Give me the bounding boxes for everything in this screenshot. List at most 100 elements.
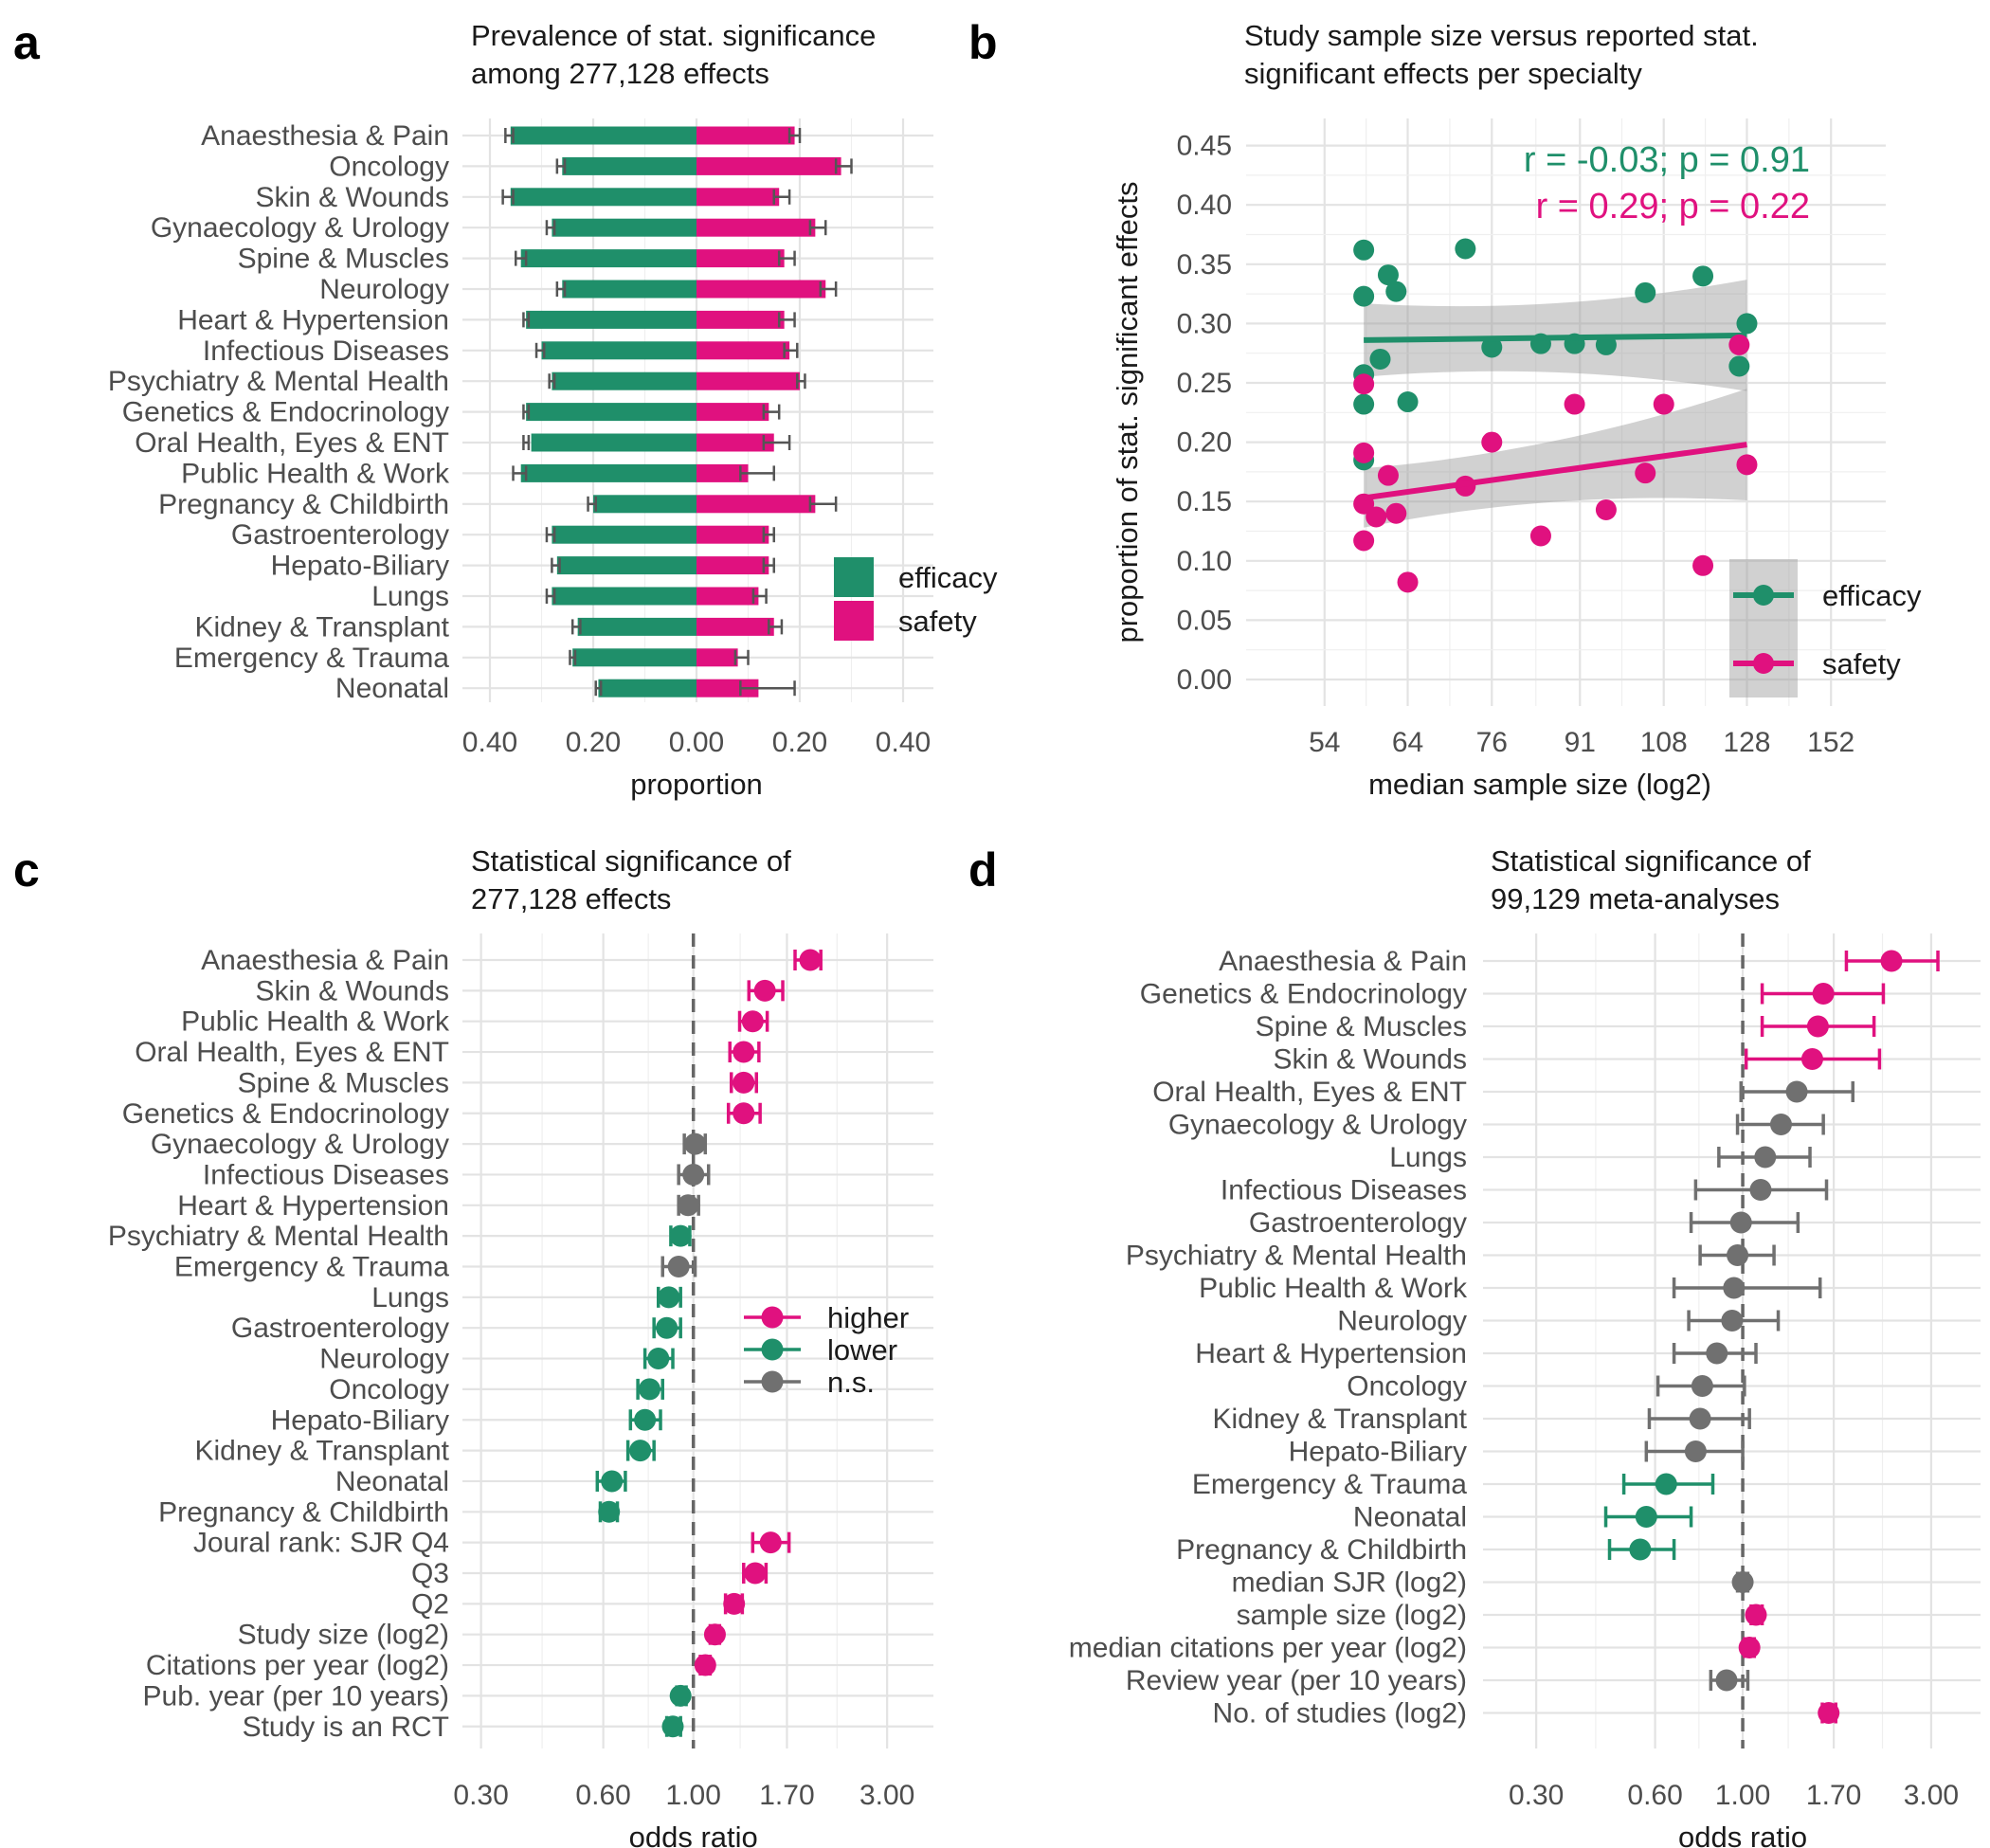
bar-safety-anaesthesia-pain [696, 126, 795, 145]
y-tick-label: 0.40 [1177, 190, 1232, 221]
bar-safety-public-health-work [696, 463, 749, 482]
bar-efficacy-heart-hypertension [526, 310, 696, 329]
legend-point-efficacy [1753, 585, 1774, 606]
point-safety [1481, 431, 1503, 453]
or-point-neurology [647, 1348, 670, 1370]
legend-label-higher: higher [827, 1301, 909, 1334]
y-tick-label: 0.30 [1177, 308, 1232, 339]
row-label-gynaecology-urology: Gynaecology & Urology [151, 1129, 449, 1160]
y-tick-label: 0.05 [1177, 605, 1232, 636]
or-point-neonatal [1635, 1506, 1657, 1528]
point-efficacy [1692, 265, 1714, 287]
row-label-emergency-trauma: Emergency & Trauma [1192, 1469, 1467, 1500]
panel-b-title-line2: significant effects per specialty [1244, 57, 1642, 90]
row-label-oncology: Oncology [1347, 1371, 1467, 1403]
point-safety [1728, 334, 1750, 355]
x-tick-label: 0.00 [669, 727, 724, 758]
or-point-gastroenterology [1729, 1211, 1752, 1234]
x-tick-label: 0.60 [1627, 1780, 1682, 1811]
row-label-spine-muscles: Spine & Muscles [1256, 1011, 1467, 1042]
row-label-no-of-studies-log2: No. of studies (log2) [1213, 1698, 1467, 1730]
category-label-pregnancy-childbirth: Pregnancy & Childbirth [158, 489, 449, 520]
legend-label-safety: safety [1822, 647, 1901, 680]
or-point-citations-per-year-log2 [694, 1654, 716, 1676]
category-label-anaesthesia-pain: Anaesthesia & Pain [201, 120, 449, 152]
x-tick-label: 3.00 [859, 1780, 914, 1811]
y-tick-label: 0.00 [1177, 664, 1232, 696]
point-safety [1653, 393, 1674, 415]
panel-b-annotation-safety: r = 0.29; p = 0.22 [1536, 187, 1810, 226]
or-point-study-size-log2 [703, 1623, 726, 1646]
row-label-genetics-endocrinology: Genetics & Endocrinology [1140, 979, 1467, 1010]
or-point-no-of-studies-log2 [1818, 1702, 1840, 1724]
panel-a-title-line1: Prevalence of stat. significance [471, 19, 876, 52]
bar-efficacy-neurology [562, 280, 696, 299]
row-label-study-size-log2: Study size (log2) [238, 1620, 449, 1651]
x-axis-title: odds ratio [629, 1821, 758, 1848]
fit-line-safety [1363, 442, 1747, 501]
legend-label-lower: lower [827, 1333, 897, 1367]
panel-d-title-line2: 99,129 meta-analyses [1491, 882, 1780, 915]
y-tick-label: 0.45 [1177, 131, 1232, 162]
row-label-q2: Q2 [411, 1588, 449, 1620]
x-tick-label: 3.00 [1904, 1780, 1959, 1811]
panel-c-title-line1: Statistical significance of [471, 844, 791, 878]
point-safety [1692, 554, 1714, 576]
row-label-gynaecology-urology: Gynaecology & Urology [1168, 1110, 1467, 1141]
legend-label-safety: safety [898, 605, 977, 638]
row-label-genetics-endocrinology: Genetics & Endocrinology [122, 1098, 449, 1130]
or-point-q3 [744, 1562, 767, 1585]
x-axis-title: proportion [630, 768, 763, 801]
point-efficacy [1455, 238, 1476, 260]
row-label-pub-year-per-10-years: Pub. year (per 10 years) [143, 1680, 449, 1712]
bar-efficacy-oncology [562, 156, 696, 175]
or-point-pregnancy-childbirth [1629, 1538, 1652, 1561]
x-axis-title: odds ratio [1678, 1821, 1807, 1848]
row-label-citations-per-year-log2: Citations per year (log2) [146, 1650, 449, 1681]
point-safety [1385, 502, 1407, 524]
bar-efficacy-spine-muscles [520, 249, 696, 268]
row-label-median-sjr-log2: median SJR (log2) [1232, 1567, 1467, 1599]
or-point-lungs [658, 1286, 680, 1309]
row-label-gastroenterology: Gastroenterology [1249, 1207, 1467, 1239]
category-label-skin-wounds: Skin & Wounds [255, 182, 449, 213]
point-safety [1377, 464, 1399, 486]
legend-swatch-safety [834, 601, 874, 641]
point-safety [1529, 525, 1551, 547]
or-point-q2 [723, 1592, 746, 1615]
category-label-gynaecology-urology: Gynaecology & Urology [151, 212, 449, 244]
category-label-oncology: Oncology [329, 151, 449, 182]
legend-band-key [1729, 559, 1798, 698]
or-point-study-is-an-rct [661, 1715, 684, 1738]
or-point-infectious-diseases [682, 1163, 705, 1186]
x-tick-label: 76 [1476, 727, 1508, 758]
panel-d-title-line1: Statistical significance of [1491, 844, 1811, 878]
bar-safety-oral-health-eyes-ent [696, 433, 774, 452]
or-point-spine-muscles [1806, 1015, 1829, 1038]
or-point-oral-health-eyes-ent [733, 1041, 755, 1063]
or-point-neonatal [601, 1470, 624, 1493]
row-label-q3: Q3 [411, 1558, 449, 1589]
row-label-infectious-diseases: Infectious Diseases [1221, 1175, 1467, 1206]
or-point-psychiatry-mental-health [669, 1224, 692, 1247]
row-label-public-health-work: Public Health & Work [181, 1006, 450, 1038]
y-tick-label: 0.15 [1177, 486, 1232, 517]
y-tick-label: 0.20 [1177, 427, 1232, 459]
bar-efficacy-lungs [552, 587, 696, 606]
bar-efficacy-oral-health-eyes-ent [531, 433, 696, 452]
or-point-genetics-endocrinology [733, 1102, 755, 1125]
panel-b-scatter-chart: 0.00 0.05 0.10 0.15 0.20 0.25 0.30 0.35 0.40 0.45… [1111, 118, 1922, 801]
y-axis-title: proportion of stat. significant effects [1111, 181, 1144, 643]
category-label-public-health-work: Public Health & Work [181, 458, 450, 489]
legend-label-n-s: n.s. [827, 1366, 875, 1399]
point-safety [1635, 462, 1656, 484]
category-label-spine-muscles: Spine & Muscles [238, 244, 449, 275]
bar-efficacy-infectious-diseases [541, 341, 696, 360]
x-tick-label: 54 [1309, 727, 1340, 758]
row-label-study-is-an-rct: Study is an RCT [243, 1712, 449, 1743]
row-label-neurology: Neurology [1337, 1306, 1467, 1337]
row-label-neurology: Neurology [319, 1344, 449, 1375]
